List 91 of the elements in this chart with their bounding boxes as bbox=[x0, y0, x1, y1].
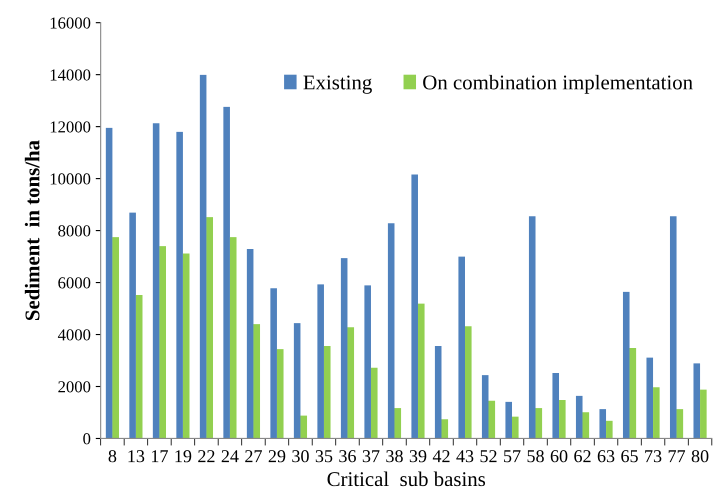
bar bbox=[630, 348, 636, 438]
x-tick-label: 77 bbox=[668, 450, 686, 462]
bar bbox=[676, 409, 684, 438]
bar bbox=[129, 212, 136, 438]
y-tick-label: 14000 bbox=[50, 69, 90, 81]
y-tick-label: 4000 bbox=[58, 329, 90, 340]
x-tick-label: 57 bbox=[504, 450, 521, 462]
bar bbox=[112, 237, 119, 438]
x-tick-label: 38 bbox=[386, 450, 403, 462]
x-tick-label: 62 bbox=[574, 450, 591, 462]
y-tick-label: 12000 bbox=[50, 121, 90, 133]
bar bbox=[670, 216, 677, 438]
bar bbox=[300, 416, 308, 438]
bar bbox=[347, 327, 354, 438]
x-tick-label: 24 bbox=[222, 450, 239, 462]
bar bbox=[441, 419, 448, 438]
bar bbox=[370, 368, 378, 438]
bar bbox=[230, 237, 237, 438]
y-tick-label: 8000 bbox=[58, 225, 90, 237]
x-tick-label: 22 bbox=[198, 450, 214, 462]
x-tick-label: 8 bbox=[108, 450, 116, 462]
y-tick-label: 0 bbox=[83, 433, 90, 444]
bar bbox=[528, 216, 536, 438]
bar bbox=[317, 284, 324, 438]
y-axis-title: Sediment in tons/ha bbox=[24, 140, 40, 320]
y-tick-label: 10000 bbox=[50, 173, 90, 185]
bar bbox=[582, 412, 590, 438]
bar bbox=[488, 400, 496, 438]
bar bbox=[206, 217, 214, 438]
x-tick-label: 29 bbox=[268, 450, 286, 462]
x-tick-label: 39 bbox=[410, 450, 426, 462]
bar bbox=[653, 387, 660, 438]
bar bbox=[136, 295, 142, 438]
y-tick-label: 2000 bbox=[58, 381, 90, 392]
bar bbox=[364, 285, 371, 438]
x-tick-label: 65 bbox=[621, 450, 638, 462]
x-tick-label: 30 bbox=[292, 450, 309, 462]
bar bbox=[324, 346, 331, 438]
x-axis-title: Critical sub basins bbox=[328, 472, 486, 486]
bar bbox=[276, 349, 284, 438]
bar bbox=[152, 123, 160, 438]
y-tick-label: 6000 bbox=[58, 277, 90, 288]
x-tick-label: 19 bbox=[175, 450, 192, 462]
bar bbox=[388, 223, 394, 438]
bar bbox=[340, 258, 348, 438]
x-tick-label: 43 bbox=[456, 450, 474, 462]
bar bbox=[394, 408, 402, 438]
bar bbox=[270, 288, 277, 438]
x-tick-label: 73 bbox=[645, 450, 662, 462]
x-tick-label: 52 bbox=[480, 450, 497, 462]
bar bbox=[182, 253, 190, 438]
bar bbox=[159, 246, 166, 438]
x-tick-label: 27 bbox=[245, 450, 262, 462]
x-tick-label: 63 bbox=[598, 450, 614, 462]
x-tick-label: 36 bbox=[339, 450, 356, 462]
x-tick-label: 80 bbox=[692, 450, 708, 462]
bar bbox=[418, 304, 425, 438]
bar bbox=[622, 292, 630, 438]
bar bbox=[536, 408, 542, 438]
bar bbox=[176, 132, 183, 438]
bar bbox=[106, 128, 112, 438]
bar bbox=[223, 106, 230, 438]
bar bbox=[294, 323, 300, 438]
x-tick-label: 58 bbox=[528, 450, 544, 462]
bar bbox=[552, 372, 560, 438]
bar bbox=[434, 346, 442, 438]
x-tick-label: 13 bbox=[128, 450, 144, 462]
x-tick-label: 42 bbox=[432, 450, 450, 462]
x-tick-label: 37 bbox=[362, 450, 380, 462]
bar bbox=[576, 396, 583, 438]
bar bbox=[700, 390, 707, 438]
x-tick-label: 35 bbox=[316, 450, 332, 462]
bar bbox=[505, 402, 512, 438]
bar bbox=[646, 358, 654, 438]
legend-label: Existing bbox=[303, 75, 372, 94]
bar bbox=[458, 256, 465, 438]
bar bbox=[411, 174, 418, 438]
bar bbox=[606, 420, 613, 438]
bar bbox=[200, 74, 206, 438]
bar bbox=[253, 324, 260, 438]
bar bbox=[559, 400, 566, 438]
bar bbox=[465, 326, 472, 438]
x-tick-label: 60 bbox=[550, 450, 568, 462]
legend-label: On combination implementation bbox=[423, 74, 693, 94]
y-tick-label: 16000 bbox=[50, 17, 90, 29]
bar bbox=[246, 249, 254, 438]
bar bbox=[693, 363, 700, 438]
bar bbox=[599, 409, 606, 438]
bar bbox=[482, 375, 489, 438]
x-tick-label: 17 bbox=[152, 450, 168, 462]
bar bbox=[512, 416, 519, 438]
